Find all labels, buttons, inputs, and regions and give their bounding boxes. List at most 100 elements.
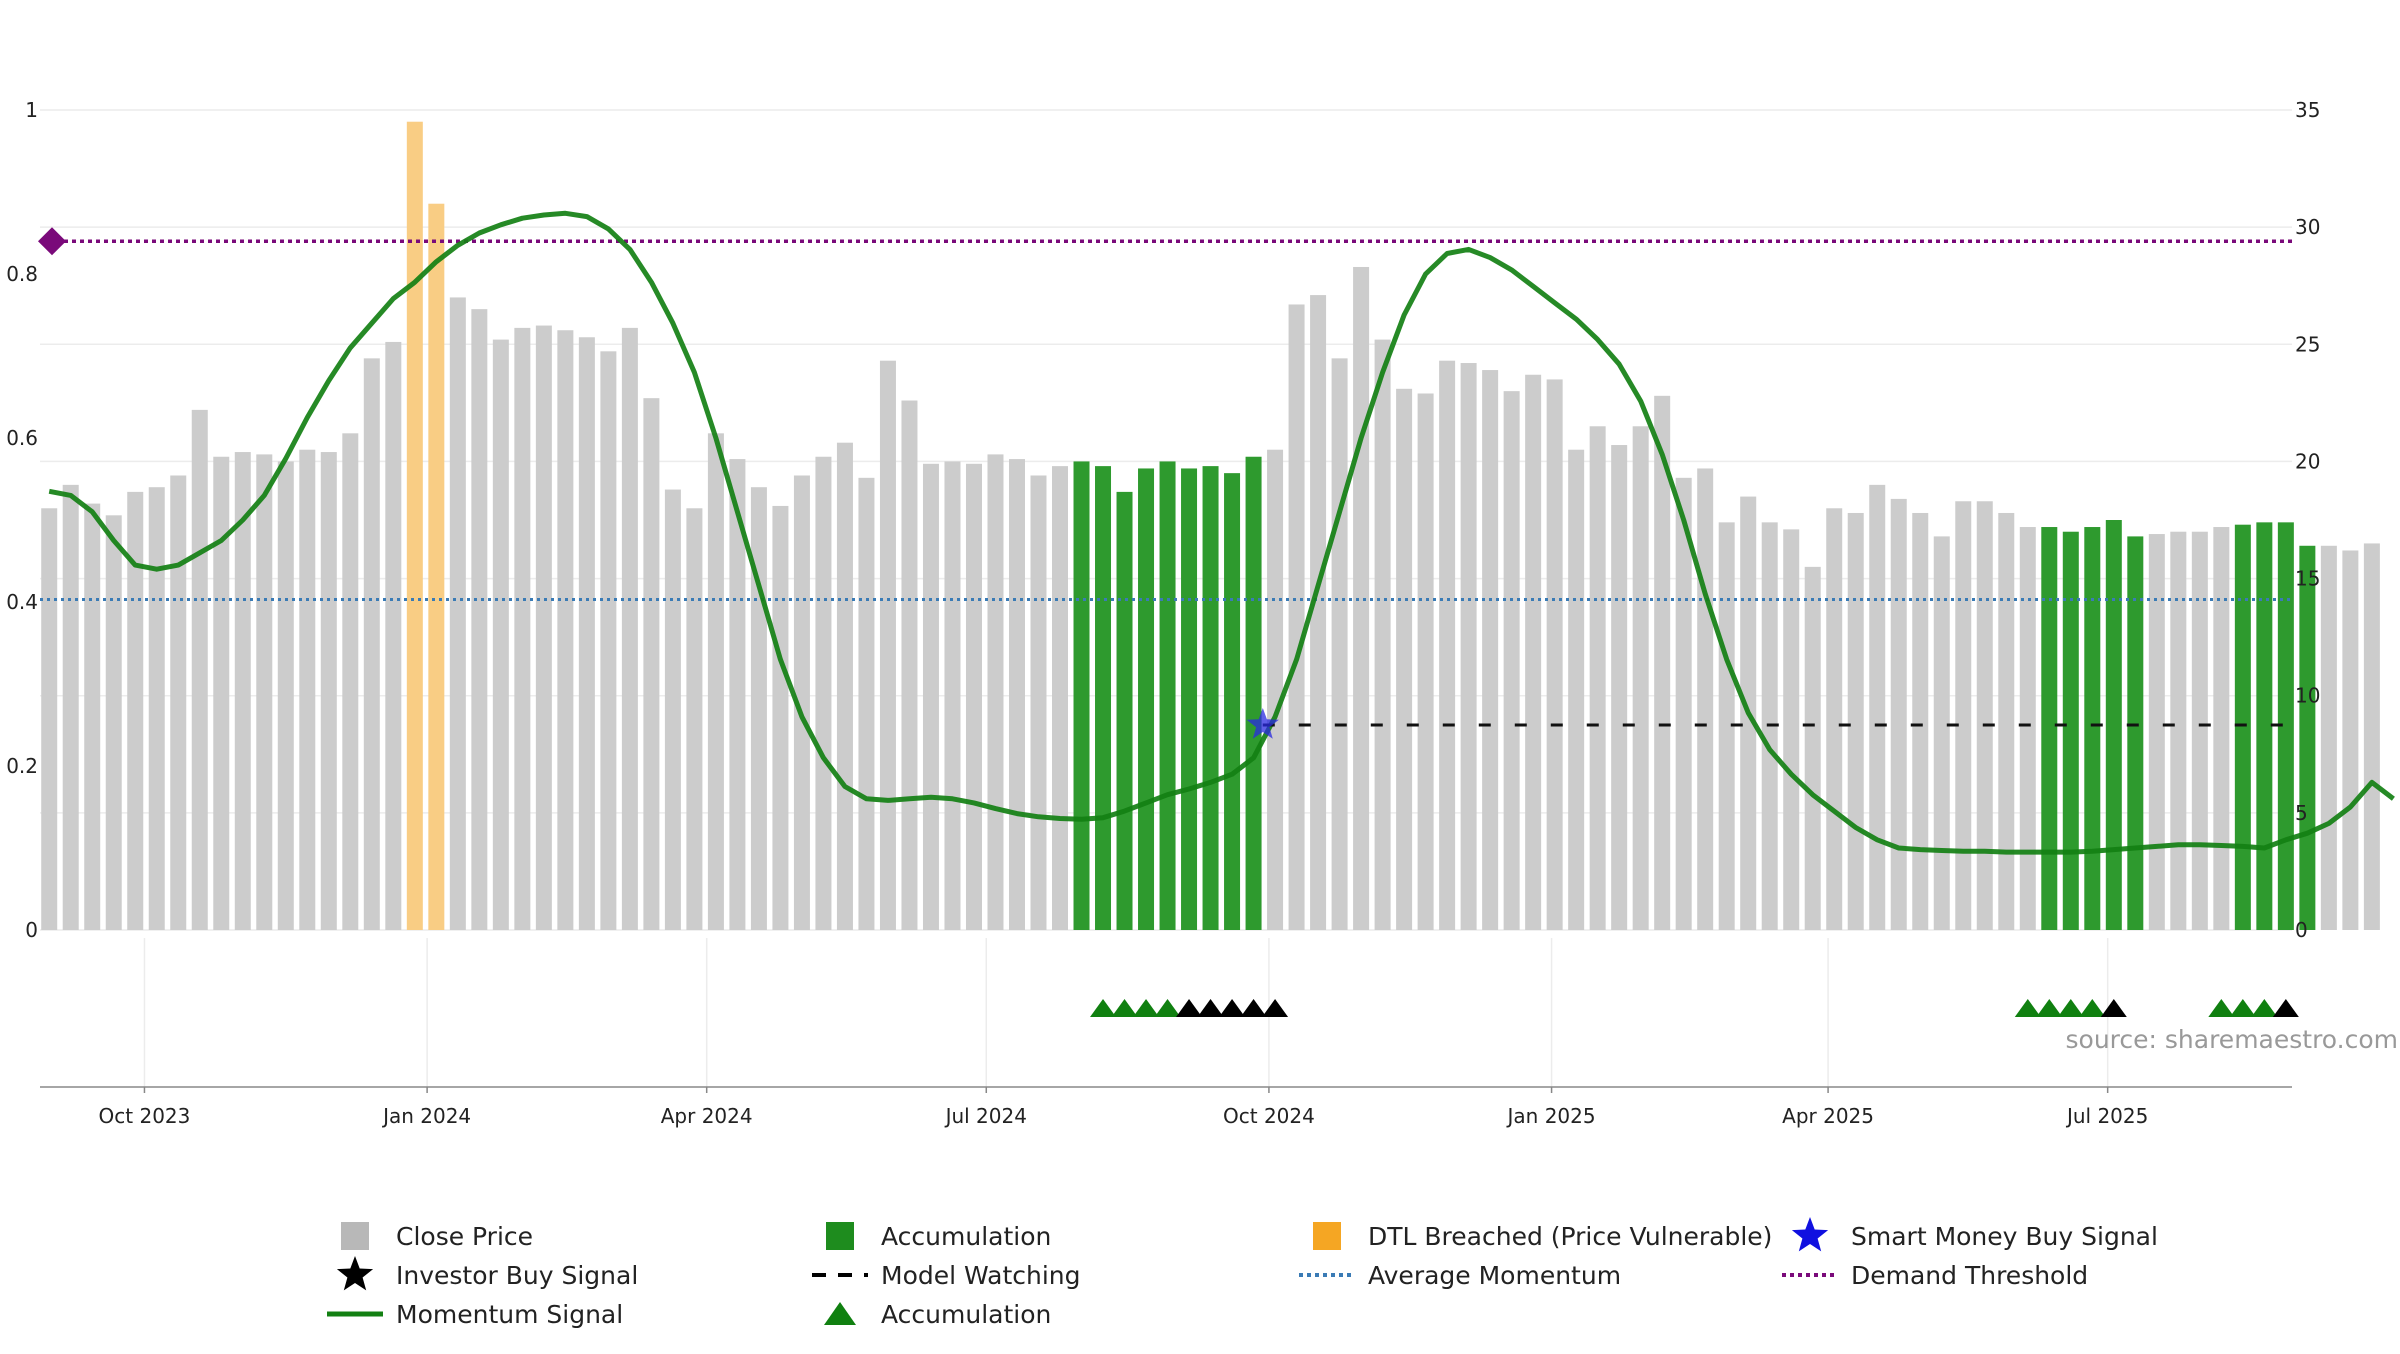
accumulation-bar-93 <box>2041 527 2058 930</box>
legend-triangle-9 <box>824 1302 856 1325</box>
close-price-bar-47 <box>1052 466 1069 930</box>
accumulation-triangle-3 <box>1154 999 1181 1017</box>
close-price-bar-78 <box>1718 522 1735 930</box>
investor-signal-triangle-5 <box>1197 999 1224 1017</box>
legend-label-8: Momentum Signal <box>396 1300 623 1329</box>
close-price-bar-26 <box>600 351 617 930</box>
left-tick-label-0: 0 <box>25 918 38 942</box>
close-price-bar-75 <box>1654 395 1671 930</box>
legend-star-4 <box>336 1256 374 1291</box>
close-price-bar-41 <box>922 463 939 930</box>
legend-item-6: Average Momentum <box>1299 1261 1621 1290</box>
legend-star-3 <box>1791 1217 1829 1252</box>
close-price-bar-76 <box>1675 477 1692 930</box>
legend-label-2: DTL Breached (Price Vulnerable) <box>1368 1222 1772 1251</box>
legend-item-7: Demand Threshold <box>1782 1261 2088 1290</box>
legend-item-1: Accumulation <box>826 1222 1051 1251</box>
accumulation-bar-102 <box>2234 524 2251 930</box>
close-price-bar-9 <box>234 452 251 930</box>
close-price-bar-83 <box>1826 508 1843 930</box>
close-price-bar-15 <box>363 358 380 930</box>
right-tick-label-5: 25 <box>2295 332 2320 356</box>
left-tick-label-5: 1 <box>25 98 38 122</box>
accumulation-triangle-9 <box>2014 999 2041 1017</box>
close-price-bar-19 <box>449 297 466 930</box>
close-price-bar-68 <box>1503 391 1520 931</box>
accumulation-triangle-12 <box>2079 999 2106 1017</box>
left-tick-label-4: 0.8 <box>6 262 38 286</box>
close-price-bar-71 <box>1568 449 1585 930</box>
accumulation-bar-96 <box>2105 520 2122 930</box>
close-price-bar-16 <box>385 341 402 930</box>
legend-item-3: Smart Money Buy Signal <box>1791 1217 2158 1252</box>
legend-label-4: Investor Buy Signal <box>396 1261 638 1290</box>
close-price-bar-57 <box>1267 449 1284 930</box>
dtl-breached-bar-17 <box>406 121 423 930</box>
close-price-bar-45 <box>1008 459 1025 930</box>
left-tick-label-3: 0.6 <box>6 426 38 450</box>
close-price-bar-2 <box>84 503 101 930</box>
close-price-bar-34 <box>772 505 789 930</box>
close-price-bar-73 <box>1611 445 1628 930</box>
accumulation-bar-97 <box>2127 536 2144 930</box>
legend-label-6: Average Momentum <box>1368 1261 1621 1290</box>
close-price-bar-8 <box>213 456 230 930</box>
close-price-bar-23 <box>535 325 552 930</box>
close-price-bar-37 <box>836 442 853 930</box>
close-price-bar-85 <box>1869 484 1886 930</box>
x-tick-label-0: Oct 2023 <box>99 1104 191 1128</box>
x-tick-label-4: Oct 2024 <box>1223 1104 1315 1128</box>
momentum-signal-line <box>48 210 2395 855</box>
close-price-bar-32 <box>729 459 746 930</box>
accumulation-bar-54 <box>1202 466 1219 930</box>
legend-label-3: Smart Money Buy Signal <box>1851 1222 2158 1251</box>
investor-signal-triangle-17 <box>2272 999 2299 1017</box>
close-price-bar-44 <box>987 454 1004 930</box>
legend-label-5: Model Watching <box>881 1261 1081 1290</box>
close-price-bar-28 <box>643 398 660 931</box>
close-price-bar-59 <box>1310 295 1327 931</box>
close-price-bar-31 <box>707 433 724 930</box>
close-price-bar-82 <box>1804 566 1821 930</box>
legend-label-0: Close Price <box>396 1222 533 1251</box>
right-tick-label-3: 15 <box>2295 567 2320 591</box>
accumulation-bar-103 <box>2256 522 2273 930</box>
close-price-bar-106 <box>2320 545 2337 930</box>
close-price-bar-3 <box>105 515 122 930</box>
marker-layer <box>1090 708 2299 1017</box>
close-price-bar-43 <box>965 463 982 930</box>
close-price-bar-6 <box>170 475 187 930</box>
close-price-bar-5 <box>148 487 165 930</box>
investor-signal-triangle-13 <box>2100 999 2127 1017</box>
close-price-bar-35 <box>793 475 810 930</box>
close-price-bar-63 <box>1396 388 1413 930</box>
close-price-bar-84 <box>1847 512 1864 930</box>
close-price-bar-66 <box>1460 363 1477 930</box>
right-tick-label-0: 0 <box>2295 918 2308 942</box>
close-price-bar-101 <box>2213 527 2230 930</box>
close-price-bar-58 <box>1288 304 1305 930</box>
accumulation-triangle-0 <box>1090 999 1117 1017</box>
right-tick-label-1: 5 <box>2295 801 2308 825</box>
accumulation-bar-51 <box>1138 468 1155 930</box>
legend-swatch-2 <box>1313 1222 1341 1250</box>
close-price-bar-74 <box>1632 426 1649 930</box>
close-price-bar-4 <box>127 491 144 930</box>
close-price-bar-20 <box>471 309 488 931</box>
demand-threshold-marker <box>38 227 66 256</box>
x-tick-label-6: Apr 2025 <box>1782 1104 1874 1128</box>
close-price-bar-30 <box>686 508 703 930</box>
close-price-bar-25 <box>578 337 595 930</box>
x-tick-label-1: Jan 2024 <box>381 1104 471 1128</box>
legend-item-9: Accumulation <box>824 1300 1051 1329</box>
accumulation-bar-50 <box>1116 491 1133 930</box>
close-price-bar-22 <box>514 327 531 930</box>
close-price-bar-46 <box>1030 475 1047 930</box>
x-tick-label-2: Apr 2024 <box>661 1104 753 1128</box>
investor-signal-triangle-4 <box>1176 999 1203 1017</box>
close-price-bar-90 <box>1976 501 1993 930</box>
close-price-bar-29 <box>664 489 681 930</box>
close-price-bar-70 <box>1546 379 1563 930</box>
close-price-bar-13 <box>320 452 337 930</box>
